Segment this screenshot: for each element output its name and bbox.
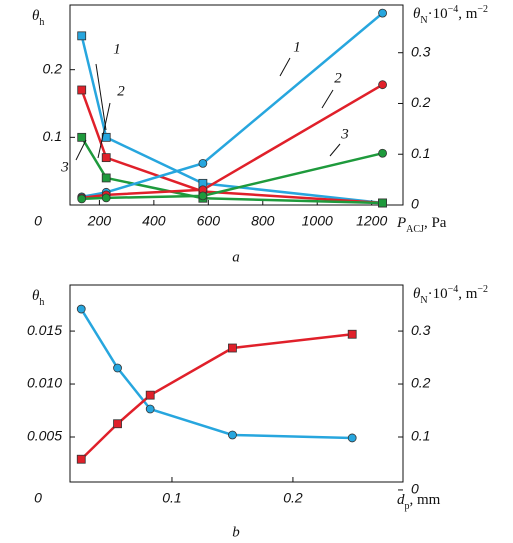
y-tick-label: 0.2 [43,60,63,76]
series-label: 2 [334,70,342,86]
y2-axis-title-part: −4 [448,4,459,15]
point [378,198,387,208]
x-tick-label: 0.1 [162,490,181,506]
y2-tick-label: 0.3 [411,43,431,59]
x-tick-label: 0.2 [283,490,303,506]
series-line [80,333,353,461]
point [113,363,122,373]
caption: a [232,249,240,265]
y2-axis-title: θN·10−4, m−2 [413,284,488,306]
caption: b [232,524,240,540]
x-axis-title-part: p [405,501,410,512]
y-axis-title-part: h [39,17,44,28]
origin-label: 0 [34,490,42,506]
point [77,132,87,142]
y2-tick-label: 0.1 [411,428,430,444]
y2-axis-title-part: −2 [477,4,488,15]
x-axis-title-part: P [396,215,406,231]
point [76,454,86,464]
origin-label: 0 [34,213,42,229]
point [101,193,111,203]
y2-tick-label: 0.1 [411,145,430,161]
x-tick-label: 1200 [356,213,387,229]
series-label: 1 [293,39,301,55]
y2-tick-label: 0 [411,481,419,497]
y2-tick-label: 0.2 [411,94,431,110]
x-tick-label: 200 [87,213,112,229]
y-axis-title-part: θ [32,288,40,304]
point [101,173,111,183]
series-label: 1 [113,41,121,57]
point [228,343,237,353]
point [77,31,87,41]
y2-axis-title-part: −4 [448,284,459,295]
y-axis-title: θh [32,8,44,27]
point [378,8,387,18]
series-line [81,152,383,201]
point [77,85,87,95]
plot-frame [69,4,404,206]
series-label: 2 [117,83,125,99]
plot-frame [69,284,404,483]
x-axis-title-part: d [397,492,405,508]
y2-axis-title-part: −2 [477,284,488,295]
series-line [80,35,383,205]
point [378,148,387,158]
x-tick-label: 1000 [302,213,333,229]
point [113,419,122,429]
series-line [81,83,384,200]
leader-line [95,63,107,131]
y2-tick-label: 0.2 [411,375,431,391]
y2-axis-title-part: θ [413,6,421,22]
y2-axis-title-part: , m [458,286,478,302]
x-axis-title: PACJ, Pa [396,215,447,234]
y-tick-label: 0.010 [27,375,62,391]
point [228,430,237,440]
x-axis-title-part: ACJ [406,224,424,235]
point [198,158,208,168]
y-tick-label: 0.005 [27,428,62,444]
y2-tick-label: 0.3 [411,322,431,338]
y2-axis-title-part: ·10 [428,286,448,302]
y2-axis-title-part: ·10 [428,6,448,22]
x-axis-title-part: , mm [410,492,441,508]
point [198,191,208,201]
leader-line [75,139,87,161]
point [347,329,357,339]
x-tick-label: 600 [197,213,221,229]
series-label: 3 [340,126,349,142]
y-axis-title-part: h [39,297,44,308]
y-tick-label: 0.015 [27,322,62,338]
y2-axis-title-part: , m [458,6,478,22]
y2-tick-label: 0 [411,196,419,212]
x-axis-title: dp, mm [397,492,441,511]
y2-axis-title: θN·10−4, m−2 [413,4,488,26]
x-tick-label: 400 [142,213,166,229]
series-label: 3 [60,159,69,175]
y2-axis-title-part: θ [413,286,421,302]
y-axis-title-part: θ [32,8,40,24]
y2-axis-title-part: N [420,295,427,306]
point [145,390,155,400]
x-axis-title-part: , Pa [424,215,447,231]
leader-line [321,89,334,109]
y-axis-title: θh [32,288,44,307]
y2-axis-title-part: N [420,15,427,26]
leader-line [279,57,291,77]
point [101,153,111,163]
point [145,404,155,414]
series-line [81,12,384,199]
leader-line [329,143,341,157]
x-tick-label: 800 [251,213,275,229]
point [76,304,86,314]
point [347,433,357,443]
point [378,80,387,90]
leader-line [97,102,111,159]
series-line [80,136,383,205]
series-line [80,89,383,205]
y-tick-label: 0.1 [43,128,62,144]
point [77,194,87,204]
